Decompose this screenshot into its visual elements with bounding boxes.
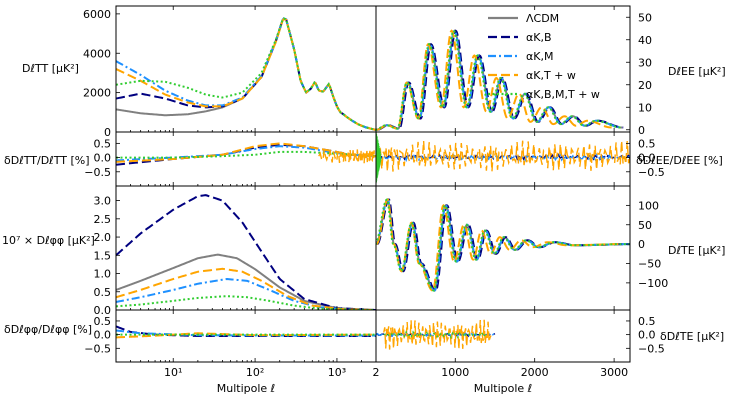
ytick-label-ee: 20 xyxy=(638,79,652,92)
ytick-label-dtt: 0.5 xyxy=(94,137,112,150)
series-dte-k-b-m-t-w xyxy=(383,330,488,340)
ytick-label-dee: −0.5 xyxy=(638,166,665,179)
xtick-label-right: 1000 xyxy=(441,366,469,379)
ytick-label-pp: 2.0 xyxy=(94,231,112,244)
xtick-label-left: 10³ xyxy=(328,366,346,379)
series-pp-k-t-w xyxy=(116,267,376,310)
series-dtt-k-m xyxy=(116,145,376,162)
ytick-label-tt: 6000 xyxy=(83,8,111,21)
ytick-label-dpp: 0.5 xyxy=(94,315,112,328)
series-ee-k-m xyxy=(376,29,623,131)
ytick-label-dtt: −0.5 xyxy=(84,166,111,179)
series-dte-k-t-w xyxy=(383,319,492,350)
ytick-label-pp: 2.5 xyxy=(94,213,112,226)
xtick-label-right: 2 xyxy=(373,366,380,379)
ytick-label-dtt: 0.0 xyxy=(94,152,112,165)
ytick-label-te: 100 xyxy=(638,199,659,212)
chart-curves xyxy=(116,17,630,350)
ytick-label-ee: 10 xyxy=(638,101,652,114)
ylabel-dte: δDℓTE [μK²] xyxy=(660,330,724,343)
ytick-label-te: 50 xyxy=(638,219,652,232)
xtick-label-right: 2000 xyxy=(521,366,549,379)
series-dtt-k-t-w xyxy=(318,149,375,164)
ytick-label-ee: 50 xyxy=(638,11,652,24)
panel-frame-tt xyxy=(115,5,377,133)
series-dtt-k-t-w xyxy=(116,142,376,163)
ytick-label-dpp: 0.0 xyxy=(94,329,112,342)
ytick-label-tt: 0 xyxy=(104,126,111,139)
ytick-label-ee: 40 xyxy=(638,34,652,47)
series-tt-cdm xyxy=(116,17,376,131)
ytick-label-dte: −0.5 xyxy=(638,342,665,355)
series-pp-cdm xyxy=(116,253,376,310)
legend-label-k-t-w: αK,T + w xyxy=(526,69,576,82)
ytick-label-dee: 0.5 xyxy=(638,137,656,150)
ylabel-pp: 10⁷ × Dℓφφ [μK²] xyxy=(2,234,95,247)
series-te-k-b-m-t-w xyxy=(376,198,630,292)
chart-legend: ΛCDM αK,B αK,M αK,T + w αK,B,M,T + w xyxy=(488,12,600,101)
series-dee-k-b-m-t-w xyxy=(376,132,382,184)
ytick-label-te: −100 xyxy=(638,277,668,290)
series-tt-k-b-m-t-w xyxy=(116,17,376,131)
series-dee-k-m xyxy=(376,152,630,163)
series-pp-k-b-m-t-w xyxy=(116,295,376,310)
panel-frame-te xyxy=(375,185,631,311)
ytick-label-te: 0 xyxy=(638,238,645,251)
ytick-label-pp: 1.0 xyxy=(94,268,112,281)
ytick-label-tt: 2000 xyxy=(83,87,111,100)
legend-label-cdm: ΛCDM xyxy=(526,12,559,25)
xtick-label-left: 10² xyxy=(246,366,264,379)
series-tt-k-m xyxy=(116,17,376,131)
ytick-label-te: −50 xyxy=(638,258,661,271)
xlabel-left: Multipole ℓ xyxy=(217,382,275,395)
legend-label-k-b-m-t-w: αK,B,M,T + w xyxy=(526,88,600,101)
series-te-k-t-w xyxy=(376,198,621,292)
ylabel-dee: δDℓEE/DℓEE [%] xyxy=(636,154,723,167)
series-tt-k-b xyxy=(116,17,376,131)
ytick-label-pp: 1.5 xyxy=(94,249,112,262)
series-ee-k-t-w xyxy=(376,29,612,131)
legend-label-k-m: αK,M xyxy=(526,50,553,63)
xtick-label-right: 3000 xyxy=(600,366,628,379)
ylabel-dtt: δDℓTT/DℓTT [%] xyxy=(4,154,90,167)
chart-axes: 0200040006000−0.50.00.50.00.51.01.52.02.… xyxy=(83,5,668,379)
ytick-label-dte: 0.5 xyxy=(638,315,656,328)
series-tt-k-t-w xyxy=(116,17,376,131)
series-dee-k-t-w xyxy=(378,140,630,172)
panel-frame-ee xyxy=(375,5,631,133)
ytick-label-ee: 30 xyxy=(638,56,652,69)
legend-label-k-b: αK,B xyxy=(526,31,552,44)
ytick-label-dee: 0.0 xyxy=(638,152,656,165)
ylabel-ee: DℓEE [μK²] xyxy=(668,65,726,78)
xlabel-right: Multipole ℓ xyxy=(474,382,532,395)
panel-frame-dte xyxy=(375,309,631,363)
ytick-label-pp: 3.0 xyxy=(94,195,112,208)
ytick-label-pp: 0.0 xyxy=(94,304,112,317)
ylabel-dpp: δDℓφφ/Dℓφφ [%] xyxy=(4,323,92,336)
series-pp-k-b xyxy=(116,194,376,310)
series-dte-k-m xyxy=(376,331,496,338)
ytick-label-tt: 4000 xyxy=(83,47,111,60)
ytick-label-ee: 0 xyxy=(638,124,645,137)
ytick-label-dpp: −0.5 xyxy=(84,342,111,355)
series-dtt-k-b-m-t-w xyxy=(116,150,376,159)
ylabel-tt: DℓTT [μK²] xyxy=(22,62,79,75)
ylabel-te: DℓTE [μK²] xyxy=(668,244,725,257)
panel-frame-pp xyxy=(115,185,377,311)
series-pp-k-m xyxy=(116,278,376,310)
series-ee-k-b-m-t-w xyxy=(376,29,622,131)
ytick-label-pp: 0.5 xyxy=(94,286,112,299)
ytick-label-dte: 0.0 xyxy=(638,329,656,342)
xtick-label-left: 10¹ xyxy=(164,366,182,379)
